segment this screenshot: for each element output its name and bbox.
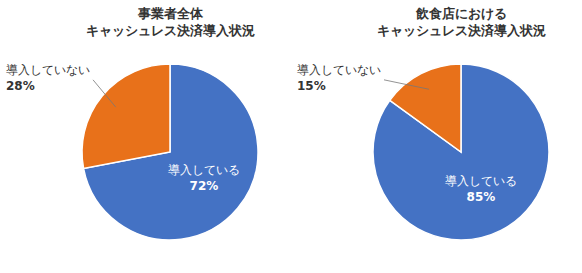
data-label: 導入している 85%: [445, 174, 517, 204]
label-category: 導入していない: [6, 63, 90, 77]
label-category: 導入していない: [297, 63, 381, 77]
label-value: 72%: [190, 179, 219, 193]
label-value: 28%: [6, 79, 35, 93]
pie-slice: [390, 64, 461, 152]
data-label: 導入していない 28%: [6, 63, 90, 93]
label-category: 導入している: [445, 174, 517, 188]
data-label: 導入していない 15%: [297, 63, 381, 93]
title-line: 事業者全体: [137, 6, 204, 21]
label-value: 85%: [467, 190, 496, 204]
label-category: 導入している: [168, 163, 240, 177]
label-value: 15%: [297, 79, 326, 93]
pie-panel: 飲食店におけるキャッシュレス決済導入状況導入している 85% 導入していない 15%: [297, 6, 549, 240]
data-label: 導入している 72%: [168, 163, 240, 193]
chart-title: 飲食店におけるキャッシュレス決済導入状況: [377, 6, 546, 38]
title-line: 飲食店における: [415, 6, 507, 21]
pie-slice: [373, 64, 549, 240]
figure: 事業者全体キャッシュレス決済導入状況導入している 72% 導入していない 28% 飲食店…: [0, 0, 582, 273]
title-line: キャッシュレス決済導入状況: [377, 23, 546, 38]
chart-title: 事業者全体キャッシュレス決済導入状況: [86, 6, 255, 38]
pie-slice: [82, 64, 170, 168]
chart-container: 事業者全体キャッシュレス決済導入状況導入している 72% 導入していない 28% 飲食店…: [0, 0, 582, 273]
pie-panel: 事業者全体キャッシュレス決済導入状況導入している 72% 導入していない 28%: [6, 6, 258, 240]
leader-line: [93, 80, 116, 107]
leader-line: [384, 80, 429, 89]
title-line: キャッシュレス決済導入状況: [86, 23, 255, 38]
